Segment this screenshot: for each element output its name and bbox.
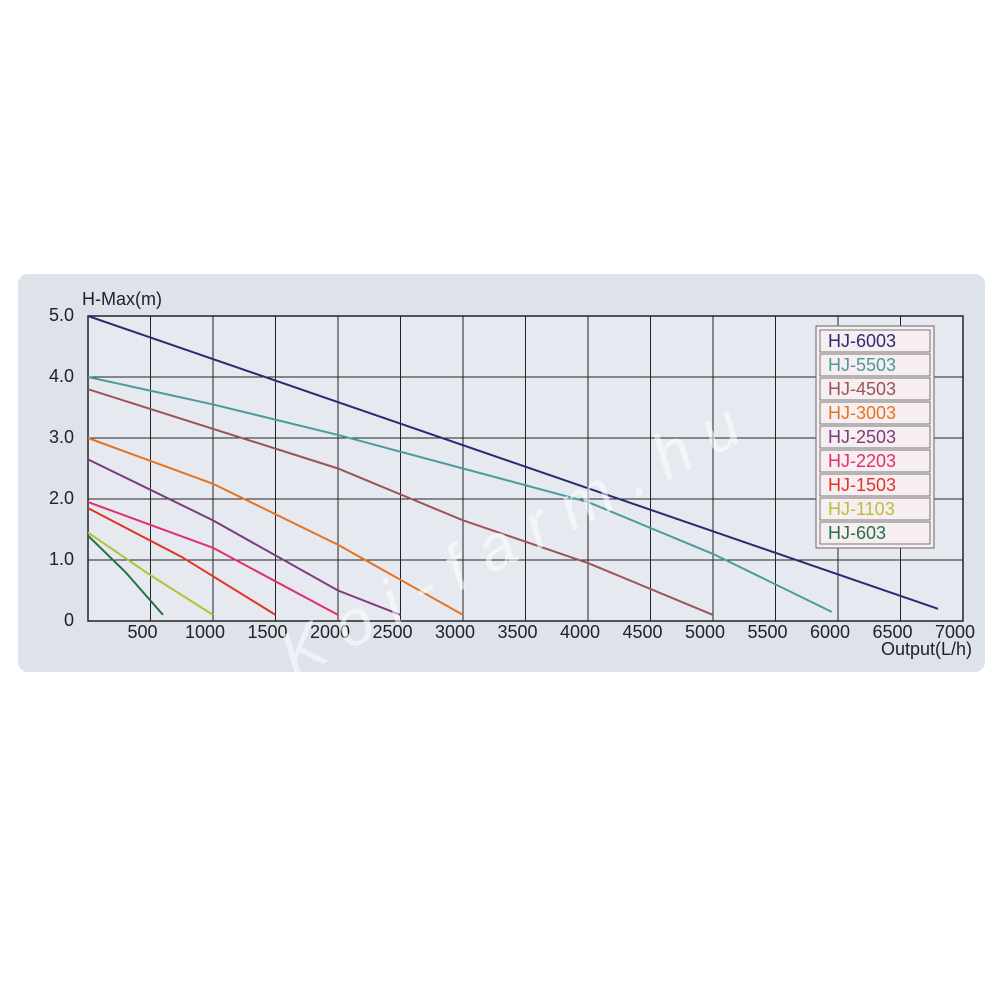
y-tick-label: 4.0	[49, 366, 74, 386]
legend-box	[815, 325, 935, 549]
legend-label: HJ-2503	[828, 427, 896, 447]
x-tick-label: 1500	[247, 622, 287, 642]
x-tick-label: 2000	[310, 622, 350, 642]
series-line	[87, 507, 277, 616]
series-line	[87, 458, 401, 616]
legend-label: HJ-2203	[828, 451, 896, 471]
x-tick-label: 1000	[185, 622, 225, 642]
x-tick-label: 3000	[435, 622, 475, 642]
legend-label: HJ-4503	[828, 379, 896, 399]
x-tick-label: 6000	[810, 622, 850, 642]
series-line	[87, 501, 339, 616]
legend-label: HJ-6003	[828, 331, 896, 351]
series-line	[87, 437, 464, 616]
series-line	[87, 315, 939, 610]
legend-label: HJ-5503	[828, 355, 896, 375]
legend-item-box	[819, 377, 931, 401]
x-tick-label: 3500	[497, 622, 537, 642]
series-line	[87, 534, 164, 616]
legend-item-box	[819, 353, 931, 377]
x-tick-label: 5000	[685, 622, 725, 642]
y-tick-label: 3.0	[49, 427, 74, 447]
x-tick-label: 5500	[747, 622, 787, 642]
legend-label: HJ-1103	[828, 499, 895, 519]
legend-item-box	[819, 449, 931, 473]
legend-item-box	[819, 497, 931, 521]
y-axis-label: H-Max(m)	[82, 289, 162, 309]
x-tick-label: 4000	[560, 622, 600, 642]
legend-item-box	[819, 425, 931, 449]
y-tick-label: 5.0	[49, 305, 74, 325]
legend-item-box	[819, 329, 931, 353]
legend-item-box	[819, 521, 931, 545]
x-tick-label: 500	[127, 622, 157, 642]
x-tick-label: 4500	[622, 622, 662, 642]
legend-label: HJ-1503	[828, 475, 896, 495]
x-tick-label: 2500	[372, 622, 412, 642]
series-line	[87, 376, 833, 613]
series-line	[87, 531, 214, 616]
x-tick-label: 7000	[935, 622, 975, 642]
legend-item-box	[819, 401, 931, 425]
legend-label: HJ-603	[828, 523, 886, 543]
y-tick-label: 2.0	[49, 488, 74, 508]
legend-label: HJ-3003	[828, 403, 896, 423]
x-tick-label: 6500	[872, 622, 912, 642]
y-tick-label: 0	[64, 610, 74, 630]
y-tick-label: 1.0	[49, 549, 74, 569]
x-axis-label: Output(L/h)	[881, 639, 972, 659]
series-line	[87, 388, 714, 616]
legend-item-box	[819, 473, 931, 497]
